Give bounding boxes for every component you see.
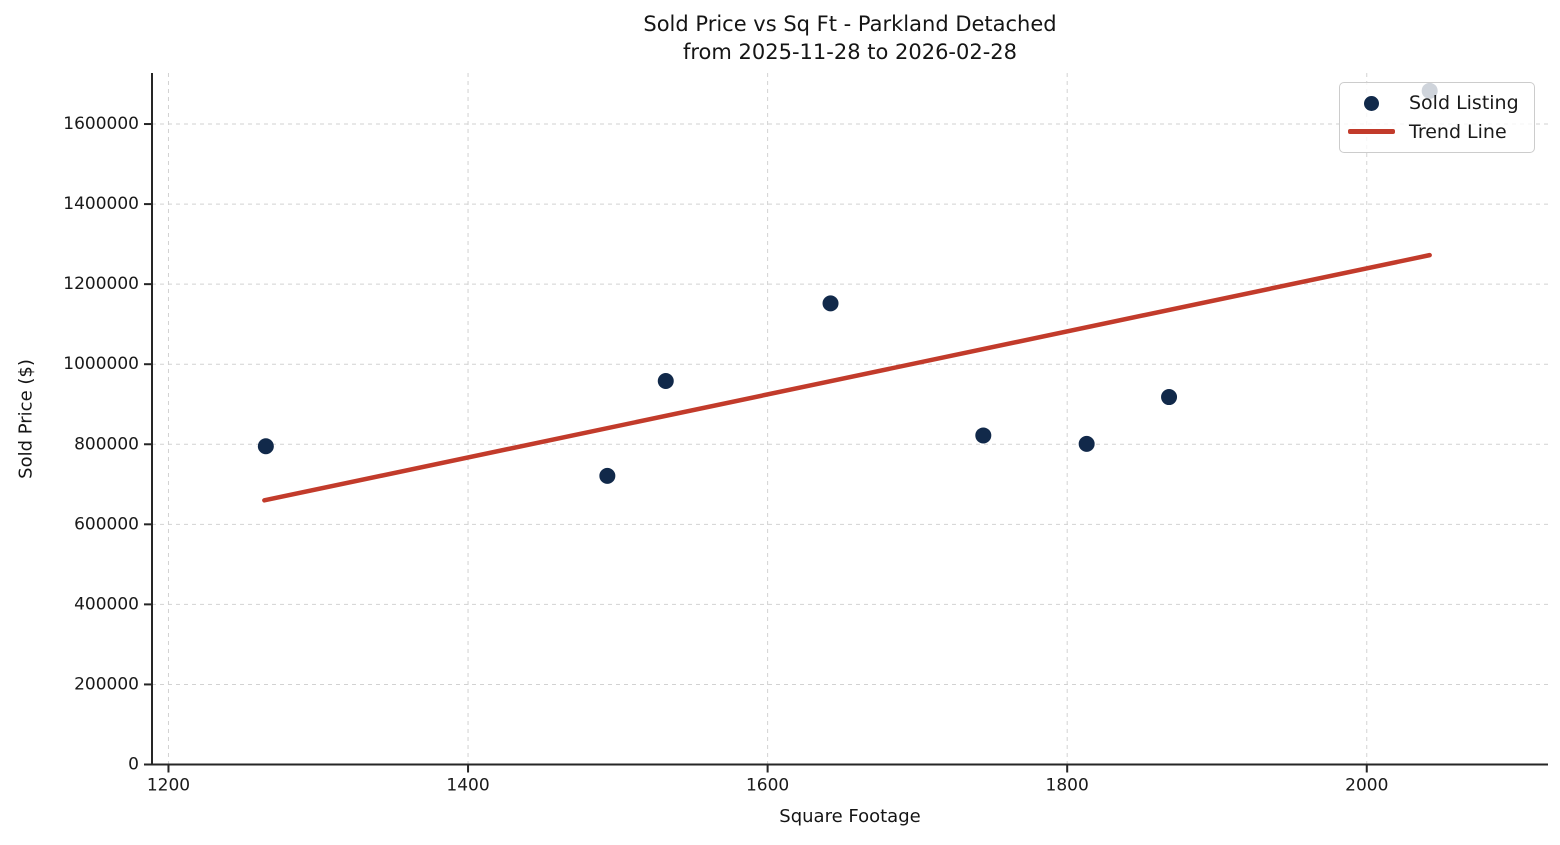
y-tick-label: 1400000 [63, 194, 139, 214]
trend-line [262, 252, 1432, 503]
y-tick-label: 200000 [74, 674, 139, 694]
y-tick-label: 400000 [74, 594, 139, 614]
chart-title: Sold Price vs Sq Ft - Parkland Detached … [152, 10, 1548, 66]
data-point [599, 467, 616, 484]
legend-marker-box [1348, 129, 1395, 135]
y-axis-label: Sold Price ($) [15, 359, 37, 479]
legend-label-sold-listing: Sold Listing [1409, 92, 1519, 115]
legend-item-sold-listing: Sold Listing [1348, 89, 1526, 118]
data-point [1078, 435, 1095, 452]
y-tick-label: 1600000 [63, 114, 139, 134]
data-point [975, 427, 992, 444]
x-tick-label: 1600 [746, 776, 789, 796]
y-tick-label: 1200000 [63, 274, 139, 294]
y-tick-label: 600000 [74, 514, 139, 534]
legend-marker-box [1348, 95, 1395, 111]
sold-listing-dot-icon [1364, 95, 1379, 111]
trend-line-segment-icon [1348, 129, 1395, 135]
x-tick-label: 1200 [147, 776, 190, 796]
y-tick-label: 0 [128, 755, 139, 775]
x-tick-label: 2000 [1345, 776, 1388, 796]
legend-label-trend-line: Trend Line [1409, 120, 1507, 143]
legend-item-trend-line: Trend Line [1348, 118, 1526, 147]
x-axis-label: Square Footage [779, 806, 921, 827]
data-point [657, 373, 674, 390]
data-point [822, 295, 839, 312]
data-point [1161, 389, 1178, 406]
data-point [257, 438, 274, 455]
y-tick-label: 1000000 [63, 354, 139, 374]
chart-title-line1: Sold Price vs Sq Ft - Parkland Detached [643, 12, 1057, 36]
legend: Sold Listing Trend Line [1339, 82, 1535, 153]
chart-title-line2: from 2025-11-28 to 2026-02-28 [682, 40, 1018, 64]
x-tick-label: 1400 [446, 776, 489, 796]
y-tick-label: 800000 [74, 434, 139, 454]
x-tick-label: 1800 [1046, 776, 1089, 796]
